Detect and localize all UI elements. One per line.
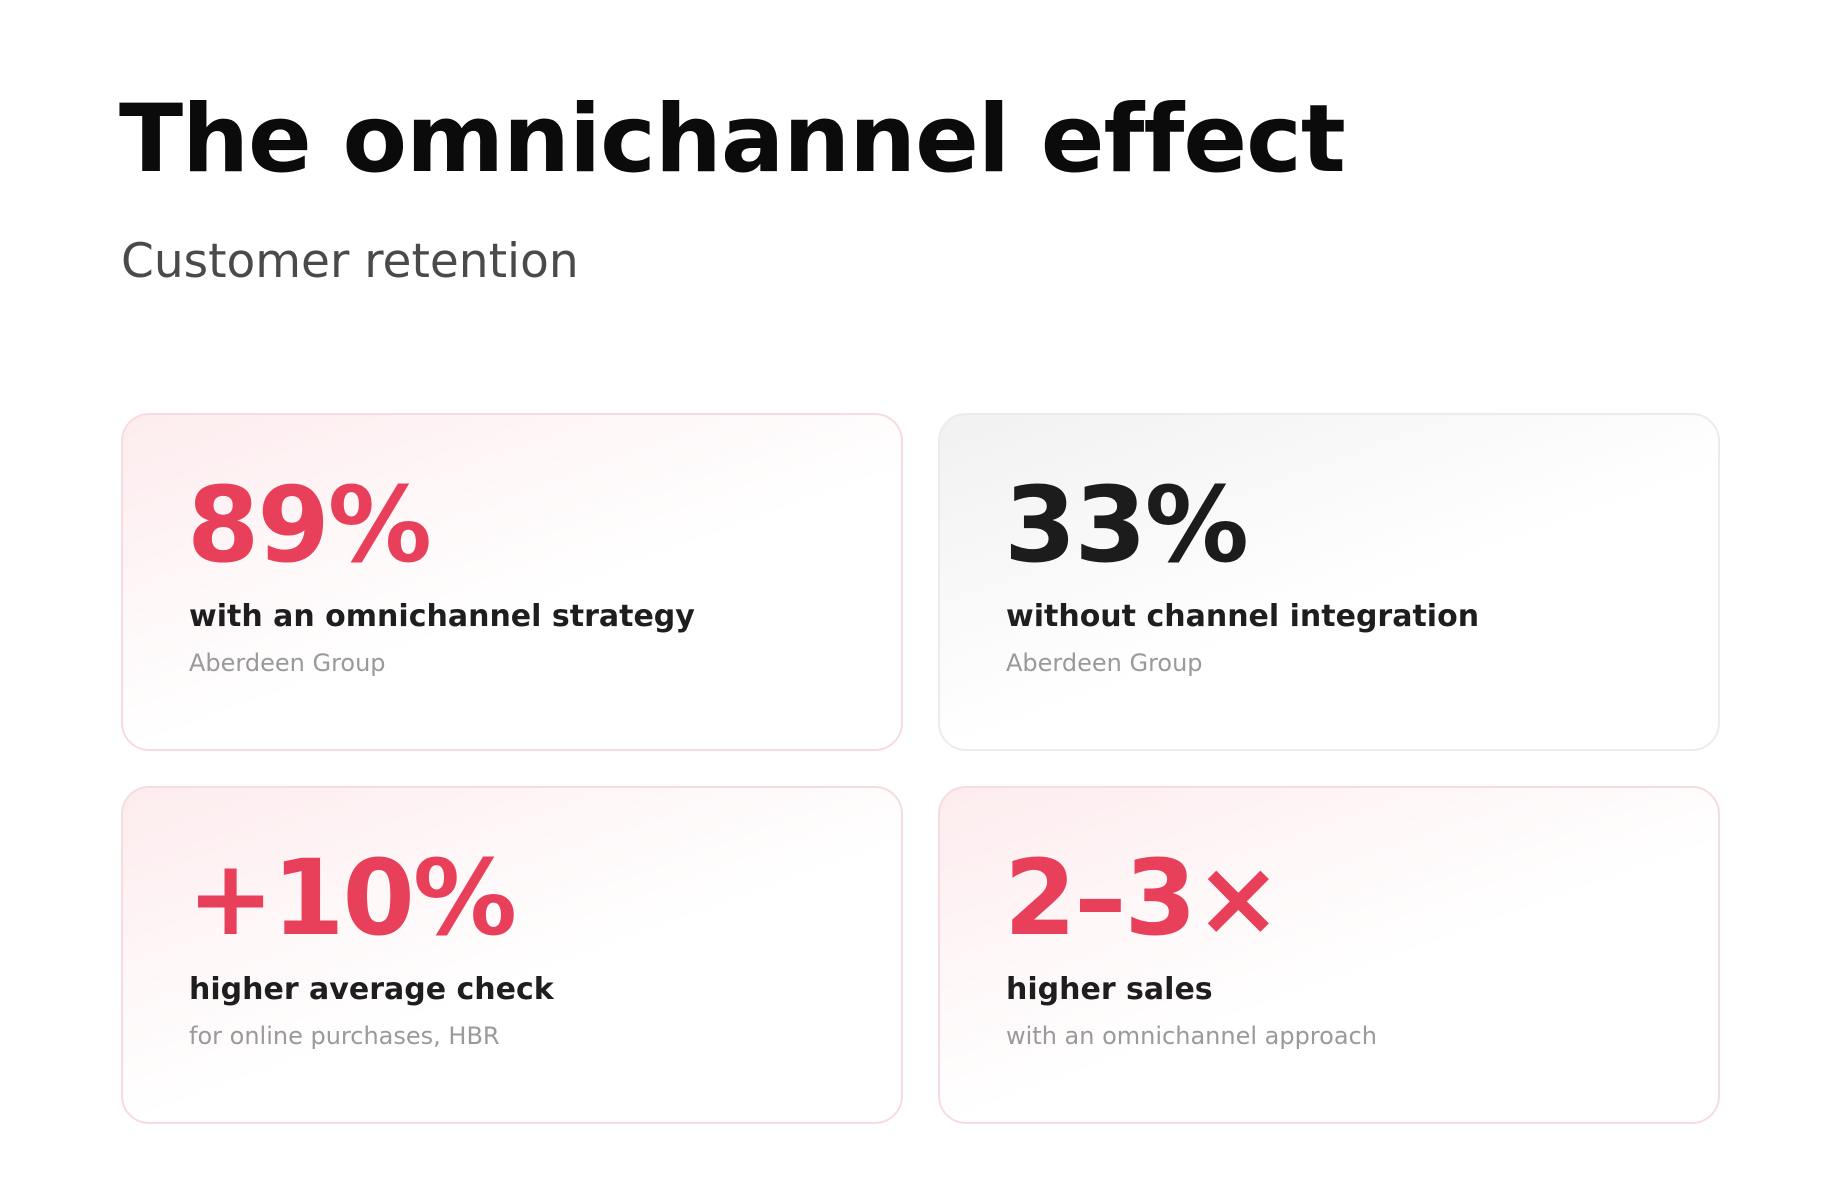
title: The omnichannel effect bbox=[119, 85, 1346, 194]
stat-label: with an omnichannel strategy bbox=[189, 599, 695, 634]
card-grid: 89% with an omnichannel strategy Aberdeen … bbox=[121, 413, 1720, 1124]
stat-value: 89% bbox=[187, 464, 432, 586]
stat-source: for online purchases, HBR bbox=[189, 1022, 500, 1050]
stat-label: higher average check bbox=[189, 972, 554, 1007]
stat-label: higher sales bbox=[1006, 972, 1213, 1007]
subtitle: Customer retention bbox=[121, 234, 579, 289]
stat-card: 33% without channel integration Aberdeen G… bbox=[938, 413, 1720, 751]
stat-value: +10% bbox=[187, 837, 517, 959]
stat-card: 89% with an omnichannel strategy Aberdeen … bbox=[121, 413, 903, 751]
stat-source: Aberdeen Group bbox=[1006, 649, 1203, 677]
stat-value: 2–3× bbox=[1004, 837, 1282, 959]
stat-source: Aberdeen Group bbox=[189, 649, 386, 677]
stat-card: 2–3× higher sales with an omnichannel appr… bbox=[938, 786, 1720, 1124]
stat-label: without channel integration bbox=[1006, 599, 1480, 634]
stat-source: with an omnichannel approach bbox=[1006, 1022, 1377, 1050]
stat-value: 33% bbox=[1004, 464, 1249, 586]
stat-card: +10% higher average check for online purch… bbox=[121, 786, 903, 1124]
